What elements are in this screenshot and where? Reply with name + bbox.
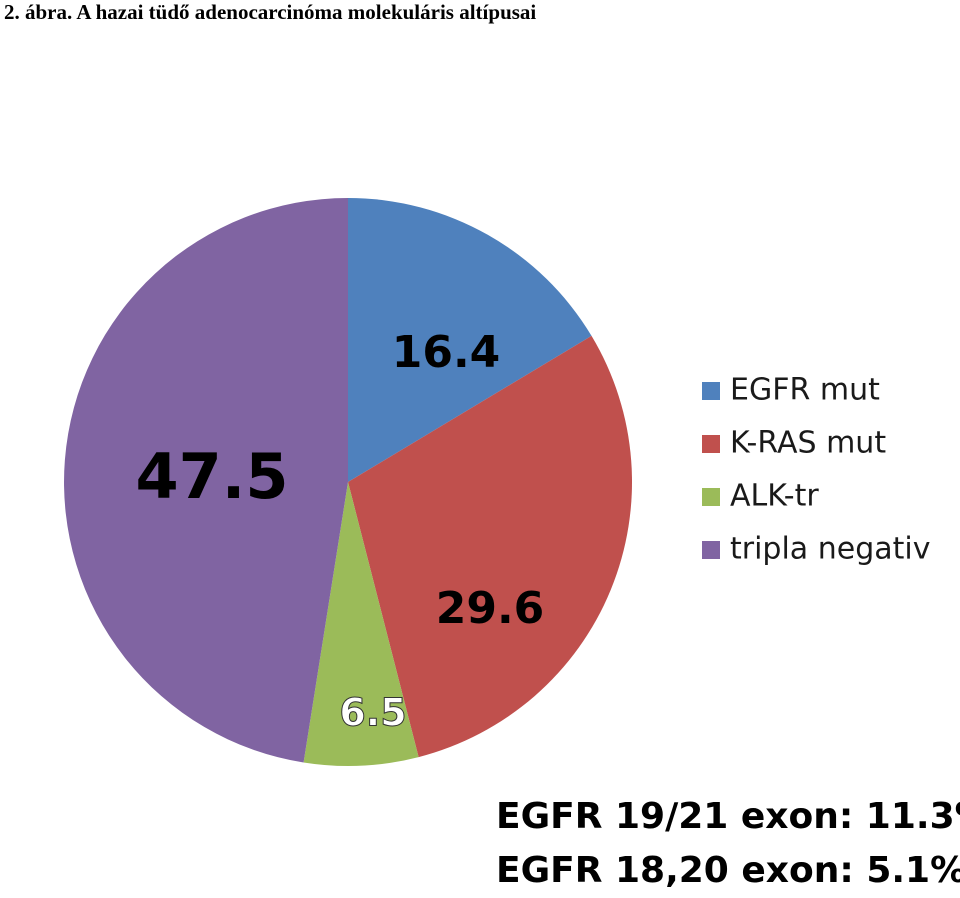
legend-swatch-k-ras-mut [702,435,720,453]
pie-chart: 16.4 29.6 6.5 47.5 EGFR mut K-RAS mut ALK-tr t… [64,197,930,766]
legend-swatch-egfr-mut [702,382,720,400]
legend-label-egfr-mut: EGFR mut [730,373,880,408]
egfr-exon-19-21-note: EGFR 19/21 exon: 11.3% [496,796,960,837]
pie-slice-alk-tr [303,482,419,766]
data-label-tripla-negativ: 47.5 [136,440,289,513]
legend-label-tripla-negativ: tripla negativ [730,532,930,567]
data-label-alk-tr: 6.5 [339,691,406,735]
legend-swatch-tripla-negativ [702,541,720,559]
figure-caption: 2. ábra. A hazai tüdő adenocarcinóma mol… [4,0,537,24]
egfr-exon-18-20-note: EGFR 18,20 exon: 5.1% [496,850,960,891]
pie-slice-k-ras-mut [348,335,633,758]
chart-legend: EGFR mut K-RAS mut ALK-tr tripla negativ [702,373,930,567]
legend-swatch-alk-tr [702,488,720,506]
legend-label-alk-tr: ALK-tr [730,479,819,514]
data-label-k-ras-mut: 29.6 [436,583,545,634]
legend-label-k-ras-mut: K-RAS mut [730,426,886,461]
pie-slices [64,197,633,766]
data-label-egfr-mut: 16.4 [392,327,501,378]
pie-data-labels: 16.4 29.6 6.5 47.5 [136,327,545,735]
pie-slice-egfr-mut [348,197,592,482]
pie-slice-tripla-negativ [64,198,348,763]
